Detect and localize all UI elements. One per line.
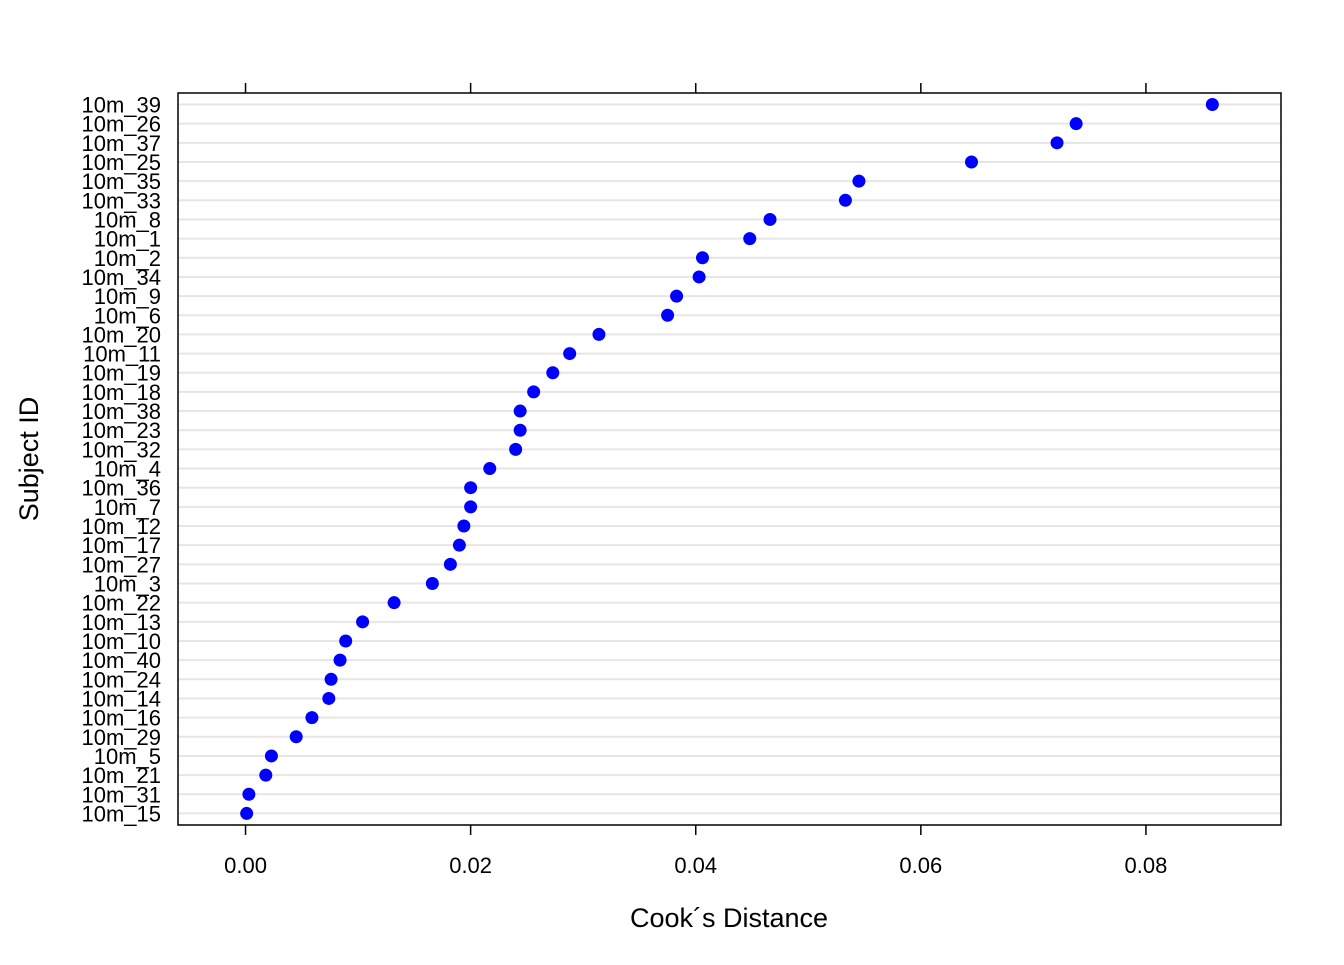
y-tick-label: 10m_33 — [81, 188, 161, 213]
y-tick-label: 10m_35 — [81, 169, 161, 194]
y-tick-label: 10m_38 — [81, 399, 161, 424]
data-point — [259, 768, 273, 782]
data-point — [852, 174, 866, 188]
x-axis-ticks: 0.00 0.02 0.04 0.06 0.08 — [224, 83, 1167, 878]
data-point — [457, 519, 471, 533]
y-tick-label: 10m_15 — [81, 801, 161, 826]
y-tick-label: 10m_5 — [94, 744, 161, 769]
data-point — [546, 366, 560, 380]
data-point — [443, 557, 457, 571]
data-point — [763, 212, 777, 226]
data-point — [513, 404, 527, 418]
y-tick-label: 10m_26 — [81, 112, 161, 137]
data-point — [592, 327, 606, 341]
y-tick-label: 10m_40 — [81, 648, 161, 673]
x-tick-label: 0.04 — [674, 853, 717, 878]
grid-lines — [178, 103, 1281, 815]
y-tick-label: 10m_7 — [94, 495, 161, 520]
y-tick-label: 10m_16 — [81, 706, 161, 731]
data-point — [1205, 98, 1219, 111]
y-tick-label: 10m_27 — [81, 552, 161, 577]
y-tick-label: 10m_12 — [81, 514, 161, 539]
data-point — [670, 289, 684, 303]
data-point — [324, 672, 338, 686]
y-tick-label: 10m_9 — [94, 284, 161, 309]
plot-frame — [177, 92, 1282, 826]
y-tick-label: 10m_31 — [81, 782, 161, 807]
data-point — [333, 653, 347, 667]
data-point — [240, 806, 254, 820]
data-point — [1069, 117, 1083, 131]
data-point — [513, 423, 527, 437]
x-tick-label: 0.00 — [224, 853, 267, 878]
y-tick-label: 10m_10 — [81, 629, 161, 654]
x-tick-label: 0.08 — [1125, 853, 1168, 878]
y-tick-label: 10m_20 — [81, 322, 161, 347]
y-tick-label: 10m_1 — [94, 227, 161, 252]
y-tick-label: 10m_32 — [81, 437, 161, 462]
data-point — [509, 442, 523, 456]
x-tick-label: 0.02 — [449, 853, 492, 878]
y-axis-title: Subject ID — [14, 397, 44, 522]
y-tick-label: 10m_23 — [81, 418, 161, 443]
data-points — [240, 98, 1219, 820]
data-point — [264, 749, 278, 763]
y-tick-label: 10m_25 — [81, 150, 161, 175]
data-point — [527, 385, 541, 399]
y-tick-label: 10m_21 — [81, 763, 161, 788]
y-tick-label: 10m_22 — [81, 591, 161, 616]
data-point — [464, 500, 478, 514]
y-tick-label: 10m_8 — [94, 207, 161, 232]
data-point — [339, 634, 353, 648]
y-tick-label: 10m_18 — [81, 380, 161, 405]
data-point — [695, 251, 709, 265]
x-axis-title: Cook´s Distance — [630, 903, 828, 933]
data-point — [743, 232, 757, 246]
data-point — [387, 596, 401, 610]
data-point — [838, 193, 852, 207]
y-tick-label: 10m_37 — [81, 131, 161, 156]
data-point — [964, 155, 978, 169]
data-point — [483, 462, 497, 476]
y-tick-label: 10m_4 — [94, 457, 161, 482]
y-tick-label: 10m_19 — [81, 361, 161, 386]
y-tick-label: 10m_2 — [94, 246, 161, 271]
y-tick-label: 10m_36 — [81, 476, 161, 501]
data-point — [289, 730, 303, 744]
y-tick-label: 10m_17 — [81, 533, 161, 558]
y-tick-label: 10m_34 — [81, 265, 161, 290]
y-tick-label: 10m_24 — [81, 667, 161, 692]
data-point — [1050, 136, 1064, 150]
y-tick-label: 10m_13 — [81, 610, 161, 635]
data-point — [242, 787, 256, 801]
data-point — [452, 538, 466, 552]
data-point — [464, 481, 478, 495]
y-tick-label: 10m_6 — [94, 303, 161, 328]
data-point — [563, 347, 577, 361]
data-point — [425, 577, 439, 590]
y-tick-label: 10m_11 — [83, 342, 161, 367]
x-tick-label: 0.06 — [899, 853, 942, 878]
y-tick-label: 10m_14 — [81, 686, 161, 711]
data-point — [661, 308, 675, 322]
y-tick-label: 10m_3 — [94, 572, 161, 597]
y-tick-label: 10m_29 — [81, 725, 161, 750]
data-point — [305, 711, 319, 725]
data-point — [692, 270, 706, 284]
y-tick-label: 10m_39 — [81, 93, 161, 118]
data-point — [356, 615, 370, 629]
data-point — [322, 691, 336, 705]
y-axis-labels: 10m_3910m_2610m_3710m_2510m_3510m_3310m_… — [81, 93, 161, 827]
